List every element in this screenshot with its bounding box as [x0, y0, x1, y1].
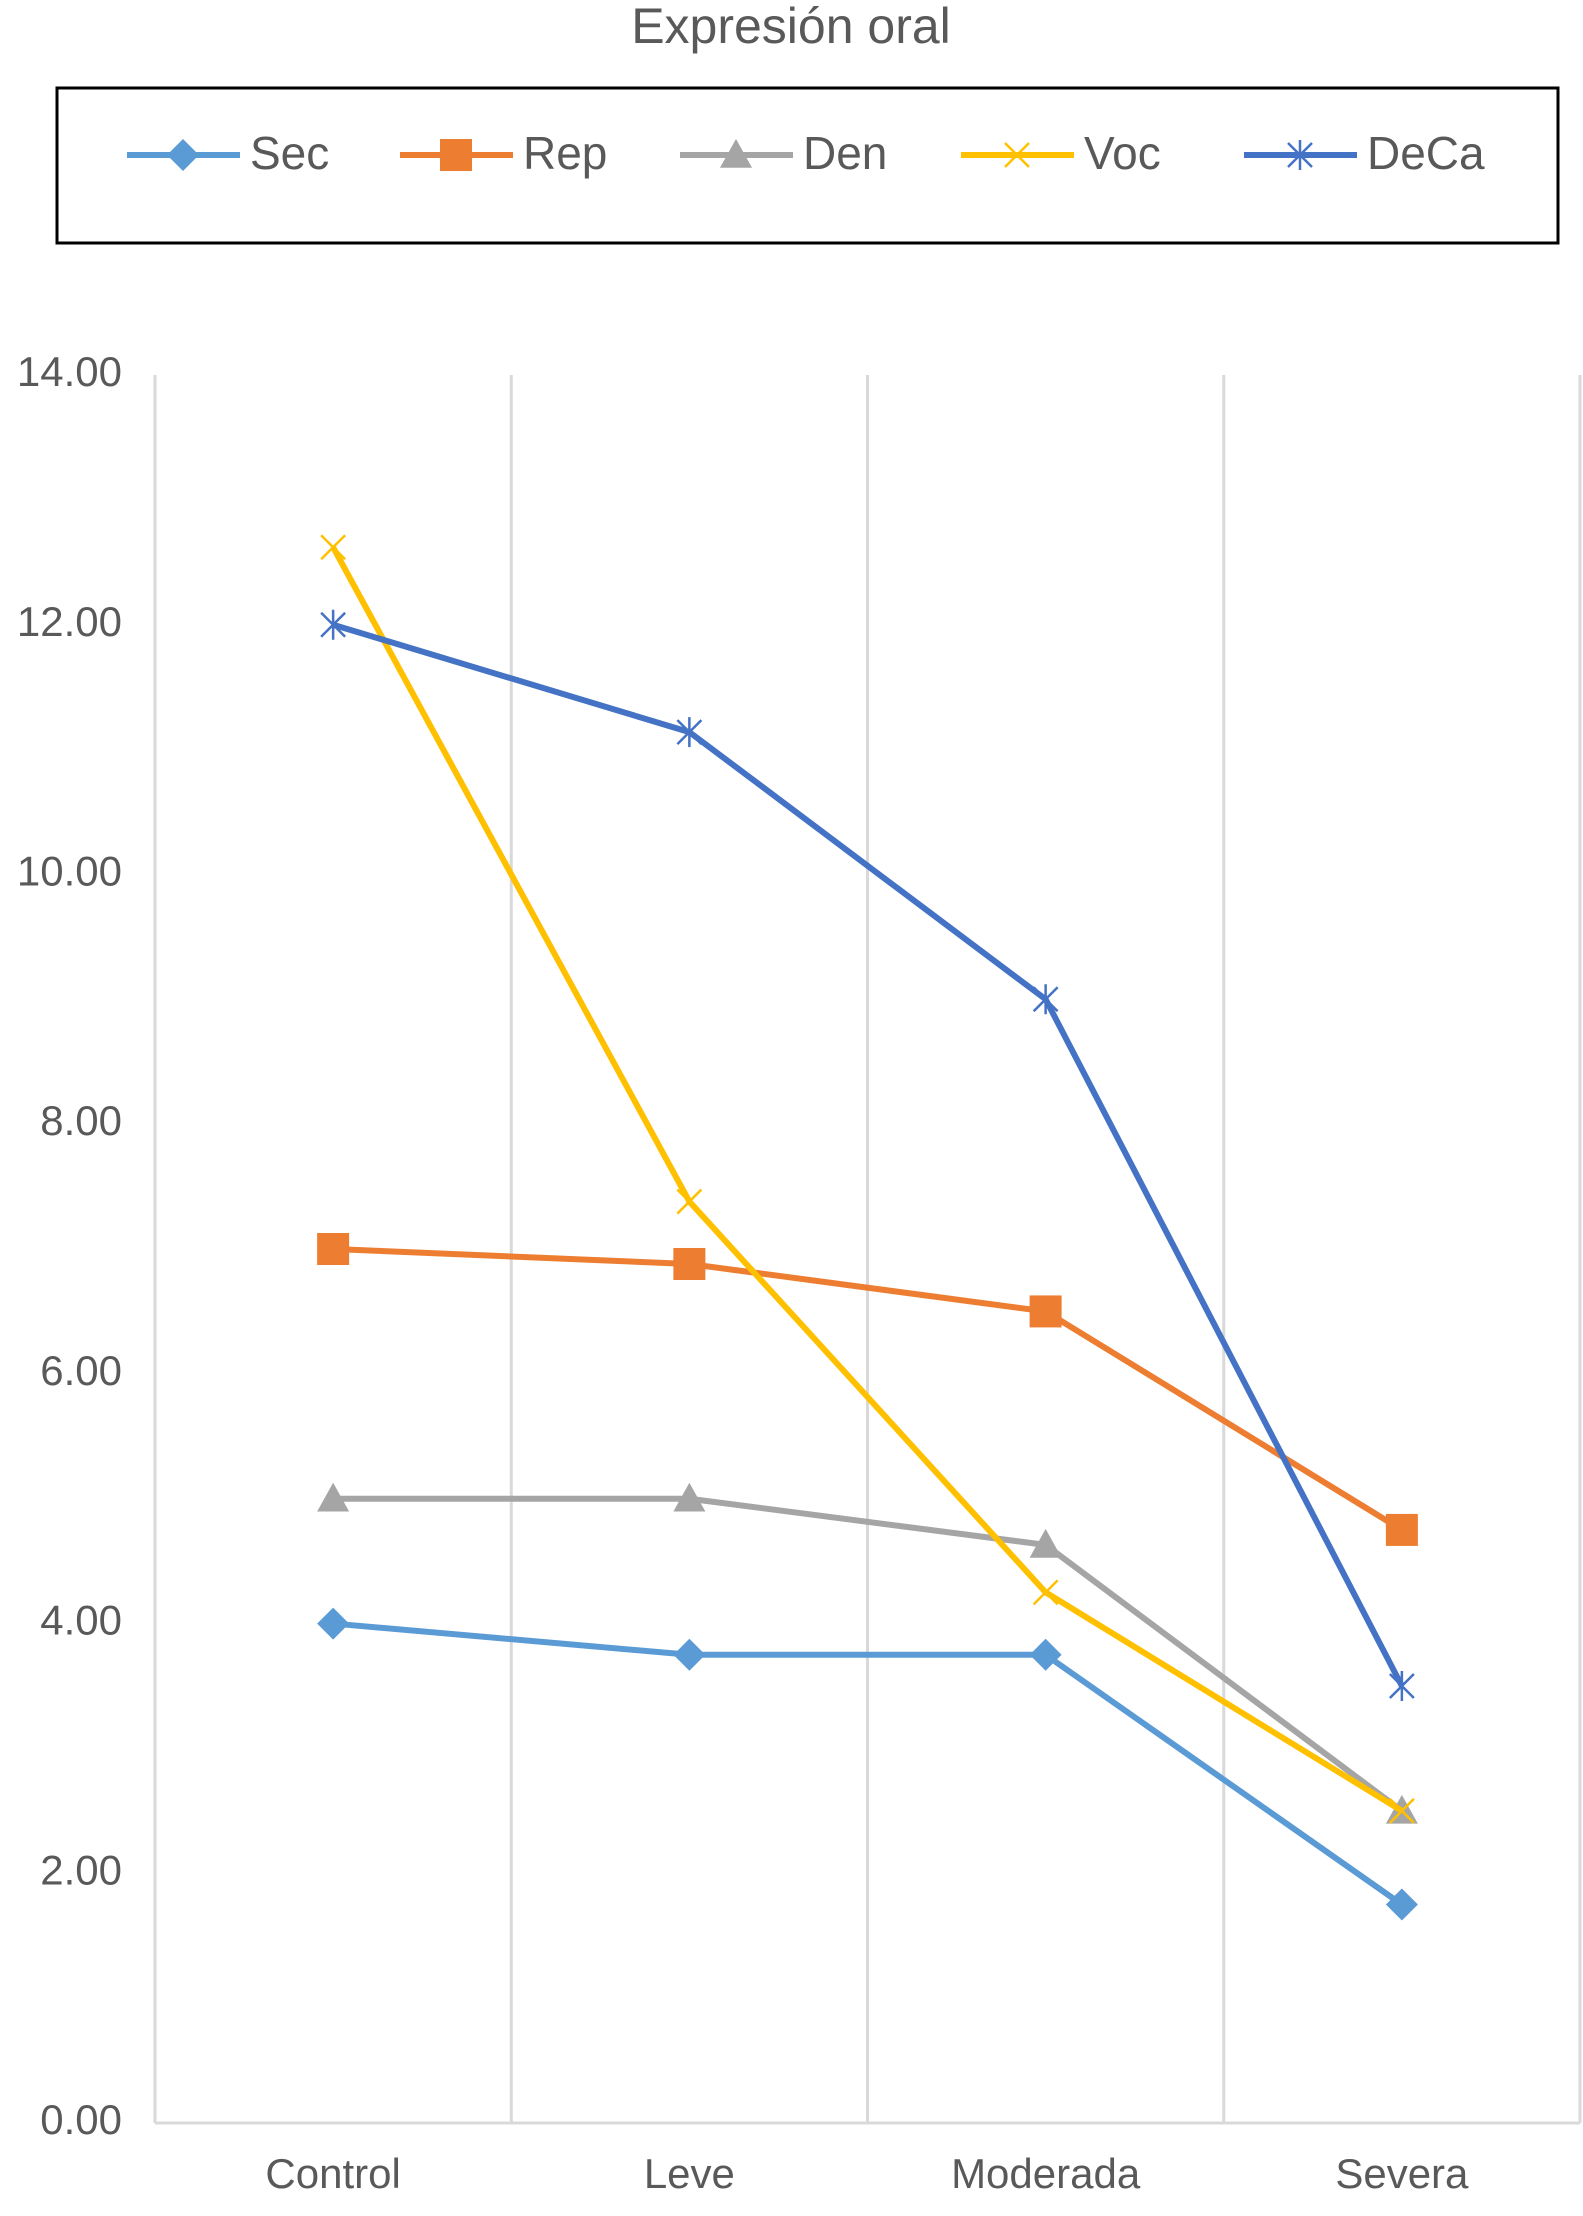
chart-title: Expresión oral [631, 0, 951, 54]
marker [320, 534, 347, 561]
legend-marker [440, 139, 472, 171]
x-tick-label: Moderada [951, 2150, 1141, 2197]
series-line [332, 621, 1405, 1688]
legend-box [55, 86, 1560, 245]
y-tick-label: 14.00 [17, 348, 122, 395]
y-tick-label: 12.00 [17, 598, 122, 645]
legend-marker [1004, 142, 1030, 168]
marker [320, 609, 347, 640]
legend-label: Den [803, 127, 887, 179]
marker [317, 1233, 350, 1265]
series-line [330, 545, 1404, 1814]
marker [317, 1607, 350, 1640]
legend-label: Sec [250, 127, 329, 179]
marker [673, 1482, 706, 1512]
legend-marker [167, 139, 199, 171]
marker [673, 1638, 706, 1671]
series-line [332, 1246, 1404, 1533]
marker [317, 1482, 350, 1512]
marker [1385, 1513, 1418, 1546]
marker [676, 1188, 703, 1215]
y-tick-label: 6.00 [40, 1347, 122, 1394]
y-tick-label: 8.00 [40, 1097, 122, 1144]
x-tick-label: Leve [644, 2150, 735, 2197]
x-tick-label: Control [265, 2150, 400, 2197]
marker [673, 1247, 706, 1280]
legend-label: Rep [523, 127, 607, 179]
y-tick-label: 10.00 [17, 848, 122, 895]
y-tick-label: 2.00 [40, 1846, 122, 1893]
series-line [333, 1495, 1404, 1814]
marker [1029, 1528, 1062, 1558]
legend-marker [1287, 140, 1313, 170]
marker [1385, 1888, 1418, 1921]
y-tick-label: 4.00 [40, 1597, 122, 1644]
marker [1032, 984, 1059, 1015]
marker [676, 717, 703, 748]
series-line [332, 1620, 1404, 1907]
legend-marker [720, 139, 752, 168]
legend-label: Voc [1084, 127, 1161, 179]
marker [1029, 1638, 1062, 1671]
y-tick-label: 0.00 [40, 2096, 122, 2143]
x-tick-label: Severa [1335, 2150, 1469, 2197]
marker [1388, 1671, 1415, 1701]
marker [1032, 1579, 1059, 1606]
marker [1388, 1797, 1415, 1824]
marker [1029, 1295, 1062, 1328]
legend-label: DeCa [1367, 127, 1485, 179]
